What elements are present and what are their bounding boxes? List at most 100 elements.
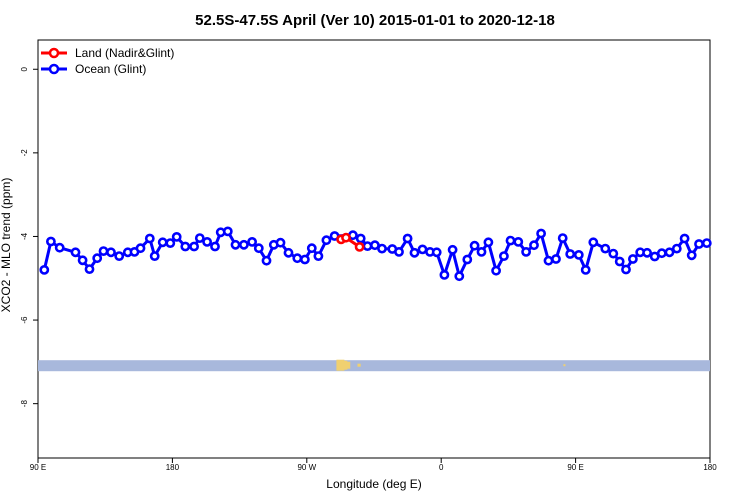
data-point-ocean [149,251,160,261]
data-point-ocean [409,247,420,258]
data-point-ocean [614,256,625,267]
data-point-ocean [505,235,516,246]
data-point-ocean [171,231,182,242]
data-point-ocean [144,233,155,244]
y-tick-label: -4 [20,232,29,240]
data-point-ocean [551,254,561,264]
x-tick-label: 0 [439,463,444,472]
y-tick-label: -6 [20,316,29,324]
data-point-land [354,241,365,252]
data-point-ocean [70,247,81,258]
data-point-ocean [84,264,95,274]
data-point-ocean [275,237,286,248]
data-point-ocean [194,233,205,243]
data-point-ocean [157,237,168,248]
legend: Land (Nadir&Glint) Ocean (Glint) [41,46,174,76]
data-point-ocean [573,249,584,260]
series-line-ocean [42,229,707,278]
data-point-ocean [600,243,611,254]
legend-label-ocean: Ocean (Glint) [75,62,146,76]
legend-label-land: Land (Nadir&Glint) [75,46,174,60]
data-point-ocean [306,243,317,254]
data-point-ocean [299,254,310,265]
legend-marker-land [48,47,60,59]
data-point-ocean [679,233,690,244]
y-axis-ticks: 0 -2 -4 -6 -8 [20,66,38,407]
data-point-ocean [580,264,591,275]
data-point-ocean [313,251,324,261]
series-layer [39,226,712,282]
data-point-ocean [588,237,599,248]
data-point-ocean [106,247,116,258]
data-point-ocean [701,238,712,248]
data-point-ocean [189,241,199,252]
data-point-ocean [671,243,682,254]
data-point-land [341,232,351,243]
data-point-ocean [462,254,473,265]
legend-marker-ocean [48,63,60,75]
data-point-ocean [92,253,103,264]
strip-land-patch [357,363,361,367]
data-point-ocean [238,239,249,250]
data-point-ocean [491,265,501,276]
data-point-ocean [521,246,531,257]
data-point-ocean [292,253,303,264]
data-point-ocean [557,233,568,243]
data-point-ocean [417,244,428,255]
data-point-ocean [180,241,191,252]
data-point-ocean [694,239,704,249]
data-point-ocean [362,241,373,251]
data-point-ocean [54,242,65,253]
data-point-ocean [483,237,494,248]
strip-land-patch [563,364,566,367]
x-tick-label: 180 [703,463,717,472]
data-point-ocean [222,226,233,237]
data-point-ocean [261,255,272,266]
data-point-ocean [642,247,652,258]
x-tick-label: 90 W [297,463,316,472]
data-point-ocean [447,244,458,255]
data-point-ocean [210,241,220,252]
data-point-ocean [402,233,413,244]
data-point-ocean [686,250,697,261]
x-tick-label: 90 E [567,463,583,472]
data-point-ocean [283,247,294,258]
strip-land-patch [340,360,348,370]
data-point-ocean [98,246,109,256]
strip-land-patch [345,361,351,369]
data-point-ocean [114,251,125,261]
data-point-ocean [39,264,50,275]
data-point-ocean [498,251,509,261]
data-point-ocean [439,269,450,280]
data-point-ocean [377,243,387,254]
data-point-ocean [253,243,264,254]
strip-land-patch [336,359,345,371]
data-point-ocean [355,233,366,244]
data-point-ocean [476,246,487,257]
x-tick-label: 180 [166,463,180,472]
data-point-ocean [165,238,176,248]
data-point-ocean [536,228,546,239]
data-point-ocean [608,248,619,259]
x-tick-label: 90 E [30,463,46,472]
x-axis-ticks: 90 E 180 90 W 0 90 E 180 [30,458,717,472]
plot-frame [37,39,711,459]
data-point-ocean [247,236,257,247]
data-point-ocean [321,235,332,246]
strip-band [38,360,710,372]
data-point-ocean [230,239,241,250]
data-point-ocean [664,247,675,258]
data-point-ocean [565,249,576,259]
data-point-ocean [454,271,465,282]
data-point-ocean [135,243,146,254]
data-point-ocean [77,255,88,266]
x-axis-label: Longitude (deg E) [326,477,421,491]
data-point-ocean [202,236,212,247]
y-axis-label: XCO2 - MLO trend (ppm) [0,178,13,313]
data-point-ocean [394,246,404,257]
data-point-ocean [46,236,56,247]
y-tick-label: -2 [20,149,29,157]
data-point-ocean [513,236,524,247]
chart-title: 52.5S-47.5S April (Ver 10) 2015-01-01 to… [195,12,555,29]
